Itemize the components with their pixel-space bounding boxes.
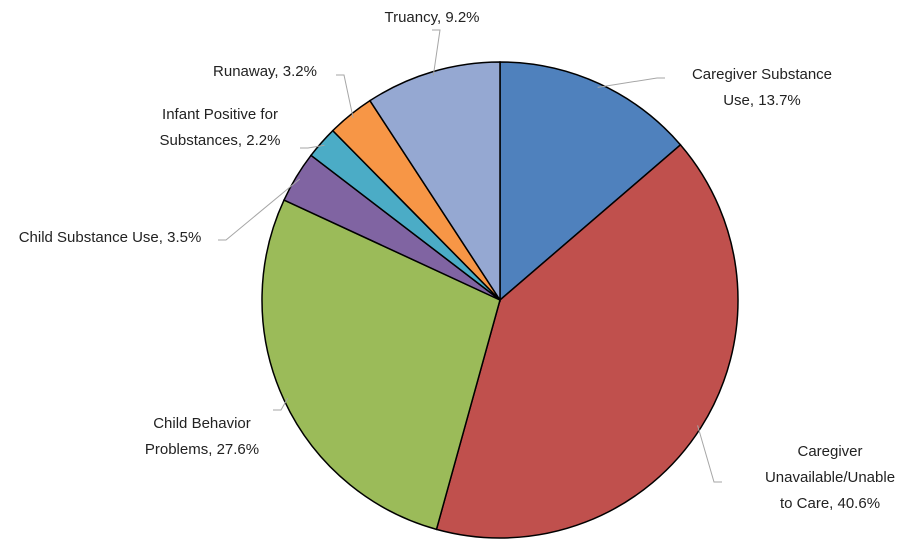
data-label: Caregiver Unavailable/Unable to Care, 40.6… xyxy=(765,443,895,512)
leader-line xyxy=(597,77,665,88)
data-label: Child Behavior Problems, 27.6% xyxy=(145,415,259,458)
leader-line xyxy=(300,144,325,149)
leader-line xyxy=(697,425,722,483)
data-label: Truancy, 9.2% xyxy=(384,9,479,26)
data-label: Runaway, 3.2% xyxy=(213,63,317,80)
pie-slice xyxy=(368,61,501,303)
data-label: Infant Positive for Substances, 2.2% xyxy=(160,106,281,149)
leader-line xyxy=(273,398,289,411)
leader-line xyxy=(336,74,354,118)
leader-line xyxy=(218,178,301,241)
pie-slice xyxy=(435,143,739,539)
data-label: Caregiver Substance Use, 13.7% xyxy=(692,66,832,109)
pie-slice xyxy=(499,61,682,302)
data-label: Child Substance Use, 3.5% xyxy=(19,229,202,246)
leader-line xyxy=(432,29,441,76)
pie-slice xyxy=(261,199,501,531)
